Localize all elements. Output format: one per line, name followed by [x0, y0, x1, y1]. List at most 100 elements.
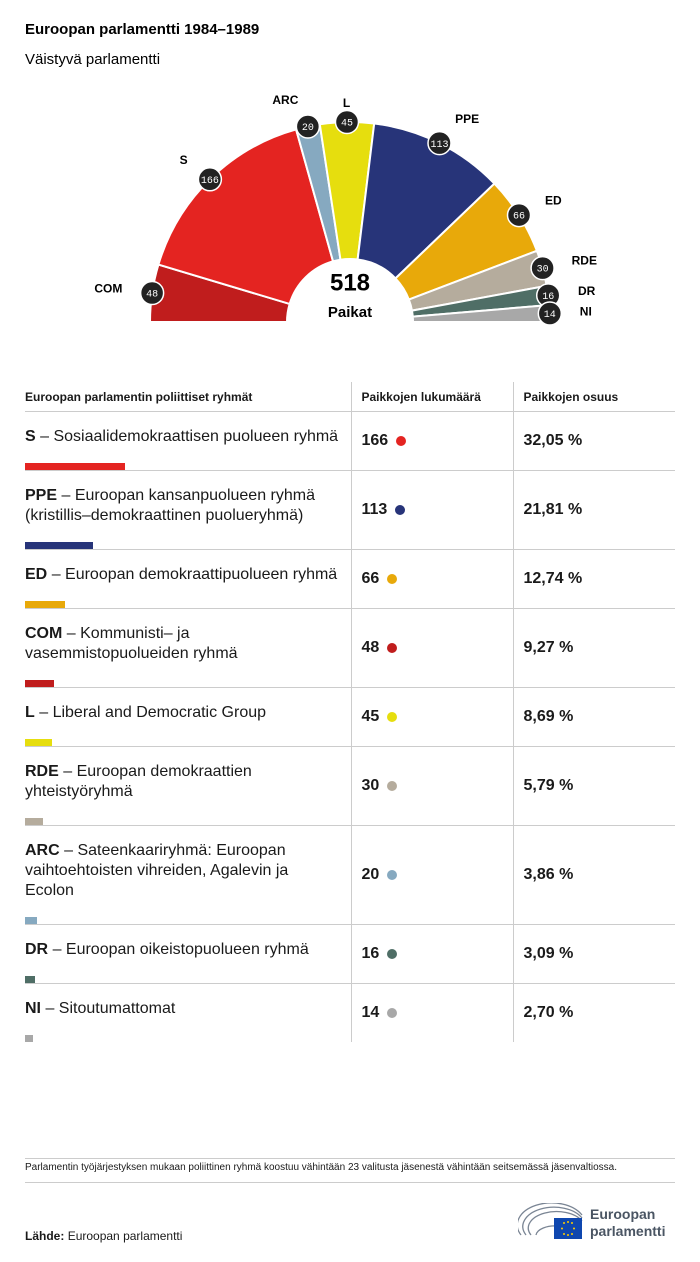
group-abbr: ARC: [25, 842, 60, 859]
seats-cell: 16: [350, 924, 513, 984]
name-cell: COM – Kommunisti– ja vasemmistopuolueide…: [25, 608, 351, 688]
name-cell: ED – Euroopan demokraattipuolueen ryhmä: [25, 549, 351, 609]
source-text: Euroopan parlamentti: [67, 1229, 183, 1243]
share-value: 3,09 %: [523, 945, 574, 962]
table-header: Euroopan parlamentin poliittiset ryhmät …: [25, 382, 675, 412]
share-value: 2,70 %: [523, 1004, 574, 1021]
logo-text: Euroopan: [590, 1206, 655, 1222]
seats-value: 45: [361, 708, 380, 725]
group-name: ARC – Sateenkaariryhmä: Euroopan vaihtoe…: [25, 841, 341, 901]
seats-cell: 166: [350, 411, 513, 471]
party-table: Euroopan parlamentin poliittiset ryhmät …: [25, 382, 675, 1042]
table-row: RDE – Euroopan demokraattien yhteistyöry…: [25, 746, 675, 826]
color-dot: [387, 712, 398, 722]
category-label: L: [343, 96, 350, 110]
group-fullname: – Euroopan oikeistopuolueen ryhmä: [52, 941, 309, 958]
seat-bar: [25, 601, 65, 608]
seats-cell: 48: [350, 608, 513, 688]
category-label: DR: [578, 284, 596, 298]
footnote: Parlamentin työjärjestyksen mukaan polii…: [25, 1158, 675, 1183]
category-label: COM: [94, 281, 122, 295]
category-label: RDE: [572, 253, 597, 267]
seat-bar: [25, 976, 35, 983]
color-dot: [387, 574, 398, 584]
name-cell: ARC – Sateenkaariryhmä: Euroopan vaihtoe…: [25, 825, 351, 925]
source: Lähde: Euroopan parlamentti: [25, 1229, 182, 1243]
group-name: S – Sosiaalidemokraattisen puolueen ryhm…: [25, 427, 341, 447]
category-label: ED: [545, 193, 562, 207]
share-value: 3,86 %: [523, 866, 574, 883]
seats-value: 66: [361, 570, 380, 587]
logo: Euroopan parlamentti: [518, 1203, 665, 1239]
chart-subtitle: Väistyvä parlamentti: [25, 51, 160, 68]
color-dot: [395, 505, 406, 515]
seat-bar: [25, 739, 52, 746]
logo-text: parlamentti: [590, 1223, 665, 1239]
chart: Euroopan parlamentti 1984–1989 Väistyvä …: [25, 21, 597, 326]
name-cell: NI – Sitoutumattomat: [25, 984, 351, 1042]
group-abbr: COM: [25, 625, 63, 642]
table-row: L – Liberal and Democratic Group 45 8,69 %: [25, 687, 675, 747]
share-cell: 3,09 %: [512, 924, 675, 984]
group-name: NI – Sitoutumattomat: [25, 999, 341, 1019]
group-abbr: PPE: [25, 487, 58, 504]
table-row: S – Sosiaalidemokraattisen puolueen ryhm…: [25, 411, 675, 471]
group-abbr: NI: [25, 1000, 41, 1017]
seats-value: 30: [361, 777, 380, 794]
share-cell: 12,74 %: [512, 549, 675, 609]
group-fullname: – Sosiaalidemokraattisen puolueen ryhmä: [40, 428, 339, 445]
value-label: 30: [537, 265, 549, 276]
value-badge: [139, 280, 165, 306]
group-name: L – Liberal and Democratic Group: [25, 703, 341, 723]
seat-slice: [356, 122, 496, 280]
share-cell: 3,86 %: [512, 825, 675, 925]
total-seats: 518: [330, 269, 370, 296]
seats-cell: 45: [350, 687, 513, 747]
chart-title: Euroopan parlamentti 1984–1989: [25, 21, 259, 38]
total-label: Paikat: [328, 304, 372, 321]
seats-value: 20: [361, 866, 380, 883]
group-name: PPE – Euroopan kansanpuolueen ryhmä (kri…: [25, 486, 341, 526]
value-badge: [530, 255, 555, 281]
header-cell: Paikkojen lukumäärä: [350, 382, 513, 412]
value-label: 20: [302, 123, 314, 134]
table-row: NI – Sitoutumattomat 14 2,70 %: [25, 983, 675, 1042]
color-dot: [387, 949, 398, 959]
category-label: NI: [580, 305, 592, 319]
table-row: COM – Kommunisti– ja vasemmistopuolueide…: [25, 608, 675, 688]
value-label: 14: [544, 310, 556, 321]
seat-bar: [25, 542, 93, 549]
seat-bar: [25, 680, 54, 687]
color-dot: [387, 870, 398, 880]
seat-slice: [157, 128, 335, 306]
header-cell: Paikkojen osuus: [512, 382, 675, 412]
seats-cell: 20: [350, 825, 513, 925]
color-dot: [387, 781, 398, 791]
share-value: 5,79 %: [523, 777, 574, 794]
value-badge: [537, 301, 563, 326]
category-label: PPE: [455, 112, 479, 126]
header-cell: Euroopan parlamentin poliittiset ryhmät: [25, 382, 351, 412]
color-dot: [396, 436, 407, 446]
table-row: PPE – Euroopan kansanpuolueen ryhmä (kri…: [25, 470, 675, 550]
share-value: 21,81 %: [523, 501, 583, 518]
name-cell: RDE – Euroopan demokraattien yhteistyöry…: [25, 746, 351, 826]
name-cell: PPE – Euroopan kansanpuolueen ryhmä (kri…: [25, 470, 351, 550]
color-dot: [387, 643, 398, 653]
share-value: 32,05 %: [523, 432, 583, 449]
seats-value: 48: [361, 639, 380, 656]
seat-bar: [25, 818, 43, 825]
seat-bar: [25, 463, 125, 470]
share-cell: 8,69 %: [512, 687, 675, 747]
group-abbr: L: [25, 704, 35, 721]
share-value: 9,27 %: [523, 639, 574, 656]
category-label: ARC: [272, 93, 298, 107]
group-fullname: – Euroopan demokraattien yhteistyöryhmä: [25, 763, 252, 800]
value-label: 48: [146, 290, 158, 301]
value-badge: [506, 202, 532, 228]
share-cell: 2,70 %: [512, 983, 675, 1042]
seats-value: 14: [361, 1004, 380, 1021]
value-badge: [295, 114, 321, 139]
value-label: 166: [201, 176, 219, 187]
